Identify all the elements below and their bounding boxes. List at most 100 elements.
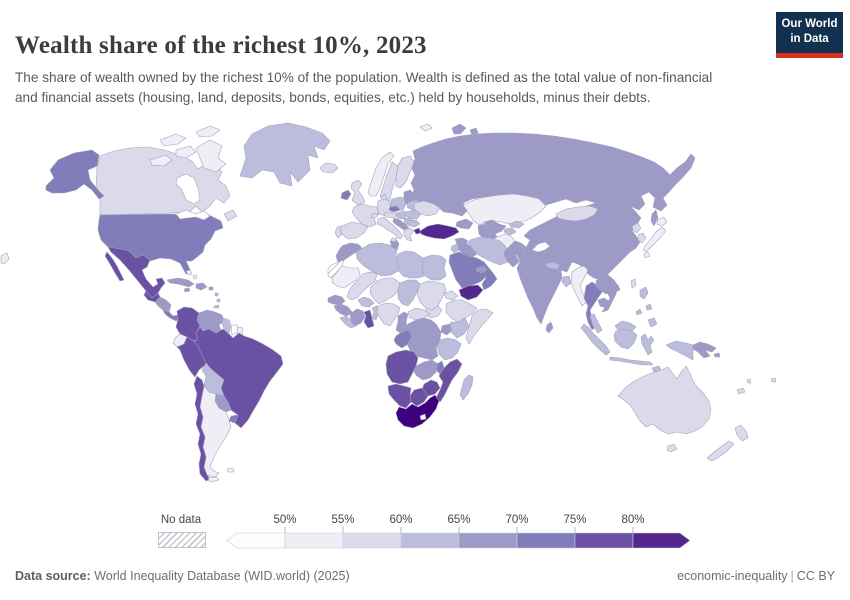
country-bangladesh[interactable] bbox=[561, 275, 572, 288]
country-kazakhstan[interactable] bbox=[462, 193, 547, 226]
country-puerto-rico[interactable] bbox=[208, 286, 214, 291]
country-arctic-islands-baffin[interactable] bbox=[195, 139, 227, 173]
country-myanmar[interactable] bbox=[570, 265, 589, 307]
country-kyrgyzstan[interactable] bbox=[508, 220, 525, 229]
country-tajikistan[interactable] bbox=[503, 227, 517, 236]
country-angola[interactable] bbox=[385, 349, 419, 385]
country-greece[interactable] bbox=[403, 227, 415, 242]
country-sudan[interactable] bbox=[416, 280, 447, 311]
legend-bin-<50%[interactable] bbox=[226, 532, 286, 549]
country-portugal[interactable] bbox=[334, 225, 343, 239]
country-cambodia[interactable] bbox=[597, 297, 611, 309]
country-finland[interactable] bbox=[395, 155, 415, 189]
country-madagascar[interactable] bbox=[459, 374, 474, 401]
country-philippines-visayas[interactable] bbox=[645, 303, 653, 311]
country-australia[interactable] bbox=[617, 365, 712, 435]
country-papua-new-guinea[interactable] bbox=[692, 341, 717, 359]
country-france[interactable] bbox=[351, 203, 380, 228]
country-nigeria[interactable] bbox=[376, 302, 401, 327]
legend-no-data-swatch[interactable] bbox=[158, 532, 206, 548]
country-bahamas-2[interactable] bbox=[192, 274, 198, 280]
country-fiji[interactable] bbox=[770, 377, 777, 383]
country-arctic-islands-4[interactable] bbox=[159, 133, 187, 147]
country-indonesia-sulawesi[interactable] bbox=[640, 333, 655, 356]
country-switzerland[interactable] bbox=[370, 212, 379, 219]
country-libya[interactable] bbox=[395, 250, 425, 279]
country-baja-california[interactable] bbox=[104, 251, 125, 282]
country-ireland[interactable] bbox=[340, 189, 352, 201]
country-japan-honshu[interactable] bbox=[642, 226, 667, 253]
country-alaska[interactable] bbox=[45, 149, 105, 200]
country-north-korea[interactable] bbox=[631, 222, 642, 234]
country-mongolia[interactable] bbox=[555, 205, 599, 222]
country-nz-south-island[interactable] bbox=[706, 440, 735, 462]
country-mozambique[interactable] bbox=[435, 358, 463, 403]
country-philippines-mindanao[interactable] bbox=[647, 317, 658, 328]
country-saudi-arabia[interactable] bbox=[448, 251, 490, 289]
country-tanzania[interactable] bbox=[436, 337, 462, 361]
country-uruguay[interactable] bbox=[228, 414, 239, 424]
country-uae-qatar[interactable] bbox=[475, 265, 488, 274]
country-arctic-islands-2[interactable] bbox=[175, 145, 197, 159]
country-uganda[interactable] bbox=[440, 323, 453, 336]
owid-logo[interactable]: Our World in Data bbox=[776, 12, 843, 58]
country-burkina-faso[interactable] bbox=[357, 296, 375, 308]
legend-bin-55-60%[interactable] bbox=[342, 532, 402, 549]
country-trinidad[interactable] bbox=[213, 304, 220, 309]
country-senegal[interactable] bbox=[327, 294, 346, 306]
country-sri-lanka[interactable] bbox=[545, 321, 554, 334]
country-austria[interactable] bbox=[383, 211, 398, 219]
country-south-africa[interactable] bbox=[395, 394, 440, 429]
country-turkey-thrace[interactable] bbox=[413, 227, 422, 235]
country-new-caledonia[interactable] bbox=[736, 387, 746, 395]
country-taiwan[interactable] bbox=[630, 278, 637, 289]
country-egypt[interactable] bbox=[421, 254, 447, 281]
country-morocco[interactable] bbox=[335, 242, 363, 263]
country-jordan-israel[interactable] bbox=[450, 243, 460, 254]
legend-bin->80%[interactable] bbox=[632, 532, 691, 549]
country-falklands[interactable] bbox=[226, 467, 235, 473]
country-nz-north-island[interactable] bbox=[734, 424, 749, 442]
legend-bin-65-70%[interactable] bbox=[458, 532, 518, 549]
country-zambia[interactable] bbox=[413, 359, 439, 381]
country-pacific-fragment[interactable] bbox=[0, 252, 10, 265]
country-malaysia-peninsula[interactable] bbox=[589, 313, 603, 334]
country-indonesia-kalimantan[interactable] bbox=[613, 328, 638, 350]
country-usa[interactable] bbox=[97, 212, 224, 275]
country-yemen[interactable] bbox=[458, 284, 484, 301]
country-oman[interactable] bbox=[481, 267, 498, 291]
country-greenland[interactable] bbox=[239, 122, 331, 187]
country-arctic-islands-1[interactable] bbox=[149, 154, 173, 167]
country-svalbard[interactable] bbox=[419, 123, 433, 132]
country-czechia[interactable] bbox=[388, 205, 401, 213]
legend-bin-50-55%[interactable] bbox=[284, 532, 344, 549]
country-indonesia-java[interactable] bbox=[609, 356, 654, 366]
country-sierra-leone-liberia[interactable] bbox=[339, 315, 357, 329]
country-tasmania[interactable] bbox=[666, 443, 678, 453]
country-iran[interactable] bbox=[467, 236, 509, 266]
country-japan-hokkaido[interactable] bbox=[656, 216, 668, 227]
country-vietnam[interactable] bbox=[601, 274, 619, 313]
country-lesotho[interactable] bbox=[419, 413, 427, 421]
country-indonesia-sumatra[interactable] bbox=[580, 323, 611, 356]
country-philippines-luzon[interactable] bbox=[639, 286, 649, 300]
country-algeria[interactable] bbox=[355, 242, 399, 277]
country-eritrea[interactable] bbox=[443, 290, 459, 301]
country-central-african-republic[interactable] bbox=[407, 307, 431, 321]
legend-color-bar[interactable] bbox=[225, 526, 692, 549]
country-italy[interactable] bbox=[376, 216, 404, 240]
country-guinea[interactable] bbox=[333, 303, 353, 317]
country-sakhalin[interactable] bbox=[650, 209, 659, 227]
country-bahamas-1[interactable] bbox=[185, 269, 193, 276]
country-russia[interactable] bbox=[409, 132, 696, 217]
country-lesser-antilles-2[interactable] bbox=[216, 298, 221, 303]
license-link[interactable]: CC BY bbox=[796, 569, 835, 583]
country-mauritania[interactable] bbox=[331, 265, 361, 289]
country-gabon-congo[interactable] bbox=[393, 329, 413, 349]
country-new-britain[interactable] bbox=[713, 352, 721, 358]
country-caucasus[interactable] bbox=[455, 218, 474, 230]
country-cuba[interactable] bbox=[166, 277, 195, 288]
country-malaysia-borneo[interactable] bbox=[614, 320, 637, 332]
country-hispaniola[interactable] bbox=[195, 282, 208, 291]
country-novaya-zemlya[interactable] bbox=[451, 123, 467, 135]
